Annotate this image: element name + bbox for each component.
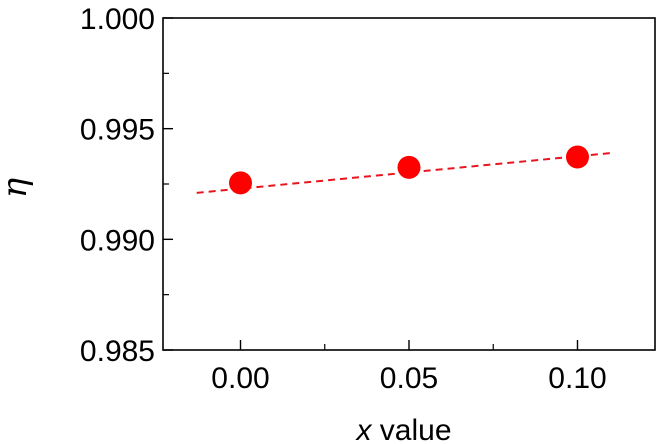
minor-ticks	[163, 72, 494, 350]
x-tick-label: 0.00	[211, 362, 269, 395]
data-point	[229, 171, 253, 195]
data-point	[565, 145, 589, 169]
y-tick-labels: 0.985 0.990 0.995 1.000	[80, 3, 155, 368]
x-tick-label: 0.05	[380, 362, 438, 395]
major-ticks	[163, 17, 579, 351]
data-point	[397, 155, 421, 179]
x-axis-label: x value	[354, 414, 451, 444]
y-tick-label: 0.985	[80, 335, 155, 368]
x-axis-label-var: x	[354, 414, 372, 444]
y-tick-label: 0.990	[80, 224, 155, 257]
y-axis-label: η	[0, 177, 35, 198]
x-tick-labels: 0.00 0.05 0.10	[211, 362, 606, 395]
y-tick-label: 0.995	[80, 114, 155, 147]
x-tick-label: 0.10	[548, 362, 606, 395]
y-tick-label: 1.000	[80, 3, 155, 36]
data-points	[229, 145, 589, 195]
x-axis-label-text: value	[371, 414, 451, 444]
